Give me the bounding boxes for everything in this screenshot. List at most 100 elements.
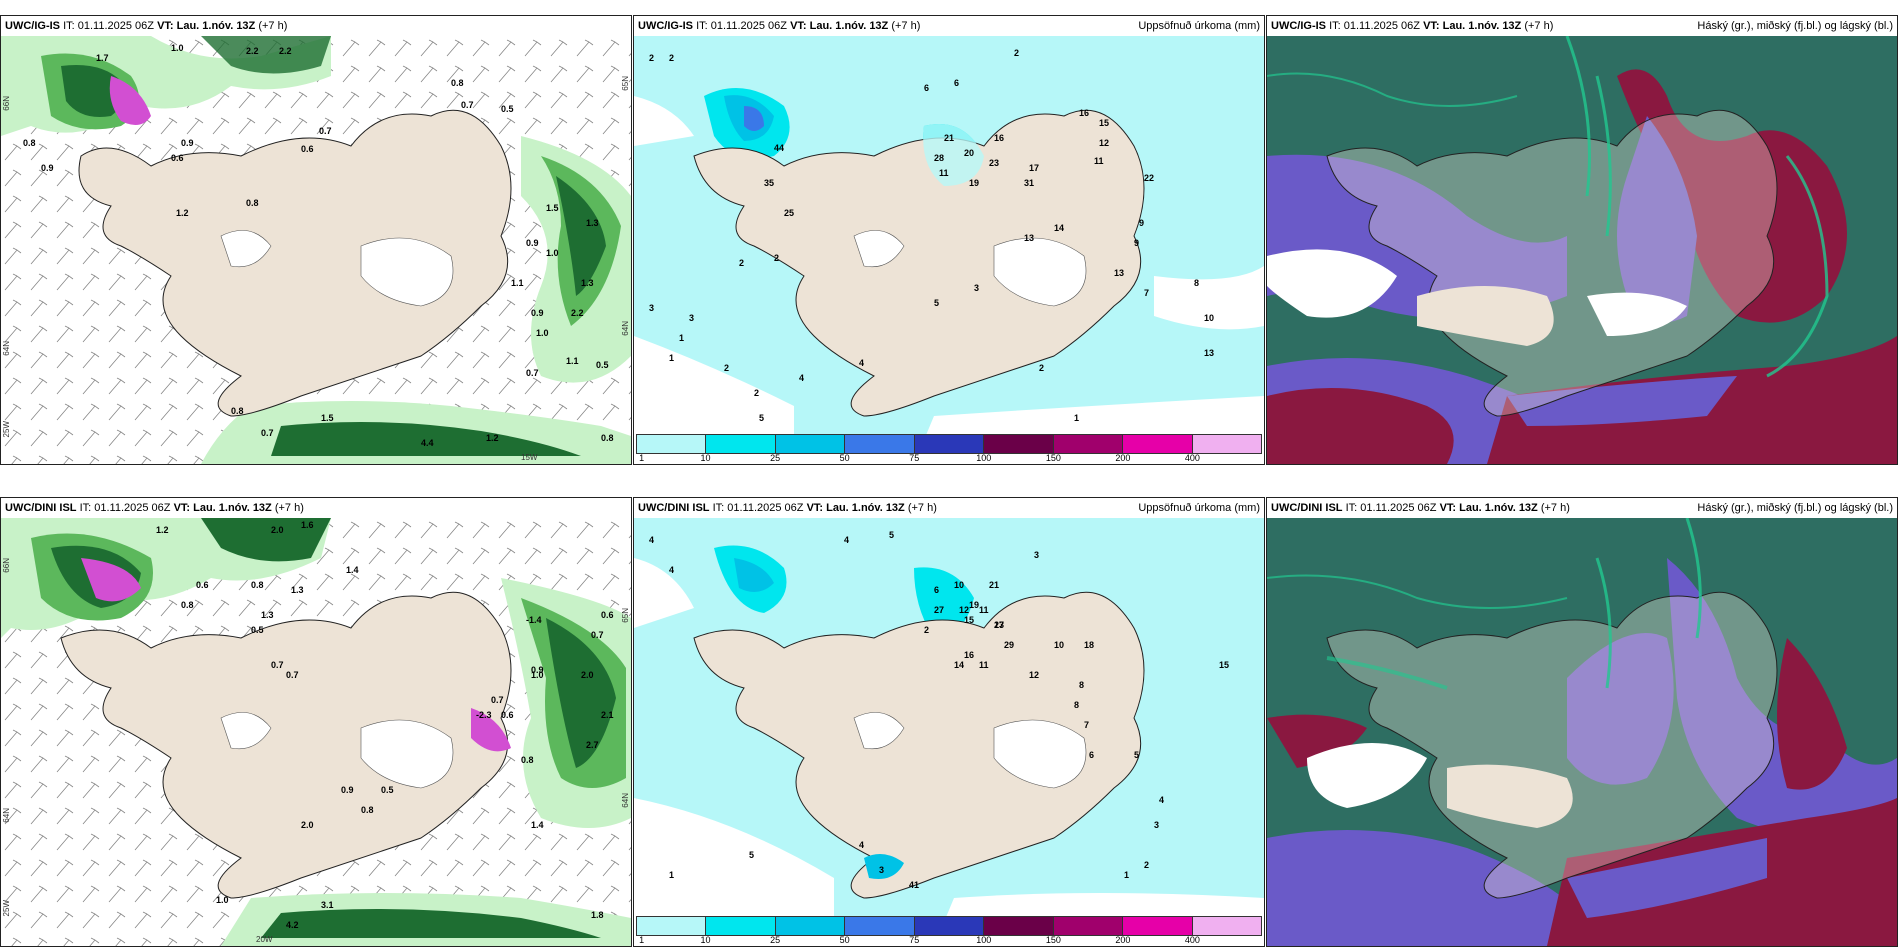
lat-label-64n-right: 64N [621,793,630,808]
lat-label-64n: 64N [2,808,11,823]
map-value-label: 0.6 [601,610,614,620]
model-name: UWC/DINI ISL [5,502,77,514]
iceland-outline [1326,109,1778,417]
map-value-label: 12 [959,605,969,615]
map-value-label: 5 [889,530,894,540]
legend-swatches [636,434,1262,454]
panel-title: UWC/DINI ISL IT: 01.11.2025 06Z VT: Lau.… [1267,498,1897,518]
map-value-label: 0.8 [361,805,374,815]
legend-tick-label: 150 [1045,453,1061,463]
iceland-outline [1326,591,1778,899]
map-value-label: 1.1 [566,356,579,366]
map-value-label: 0.5 [501,104,514,114]
map-value-label: 3 [879,865,884,875]
map-value-label: 2 [924,625,929,635]
it-label: IT: [696,20,708,32]
glacier-vatnajokull [360,237,454,307]
map-value-label: 12 [1099,138,1109,148]
legend-swatch [1192,435,1261,453]
map-value-label: 2.0 [271,525,284,535]
map-value-label: 4.4 [421,438,434,448]
legend-swatch [984,917,1054,935]
map-value-label: 28 [934,153,944,163]
vt-value: Lau. 1.nóv. 13Z [1459,502,1538,514]
legend-ticks: 1 10 25 50 75 100 150 200 400 [636,935,1262,945]
map-value-label: 4 [649,535,654,545]
legend-swatch [706,435,776,453]
map-value-label: 2 [1014,48,1019,58]
lat-label-65n-right: 65N [621,76,630,91]
map-value-label: 13 [1024,233,1034,243]
map-value-label: 0.8 [251,580,264,590]
glacier-langjokull [220,230,272,268]
legend-tick-label: 25 [770,935,781,945]
map-value-label: 0.8 [23,138,36,148]
map-value-label: 25 [784,208,794,218]
map-svg-1: 1.7 2.2 2.2 0.8 0.7 0.5 1.0 0.9 0.8 0.9 1.2 0.8 0.6 0… [1,36,631,464]
map-value-label: 1.0 [531,670,544,680]
legend-swatch [637,917,707,935]
map-value-label: 0.9 [526,238,539,248]
precip-legend: 1 10 25 50 75 100 150 200 400 [634,916,1264,946]
map-value-label: 1.0 [536,328,549,338]
map-value-label: 6 [1089,750,1094,760]
legend-swatch [1053,917,1124,935]
map-value-label: 13 [994,620,1004,630]
map-value-label: 3 [974,283,979,293]
lead-time: (+7 h) [258,20,288,32]
map-value-label: 3 [689,313,694,323]
map-value-label: 1.7 [96,53,109,63]
model-name: UWC/IG-IS [5,20,60,32]
map-value-label: 2.0 [301,820,314,830]
model-name: UWC/DINI ISL [638,502,710,514]
map-value-label: 15 [1099,118,1109,128]
it-value: 01.11.2025 06Z [727,502,804,514]
map-value-label: 0.8 [231,406,244,416]
map-area[interactable]: 2 2 6 6 2 16 15 12 11 44 16 21 28 20 11 23 19 31 17 22 35 25 9… [634,36,1264,464]
legend-tick-label: 150 [1045,935,1061,945]
map-value-label: 0.6 [501,710,514,720]
map-value-label: 7 [1144,288,1149,298]
map-value-label: 5 [934,298,939,308]
map-value-label: 4 [859,840,864,850]
map-value-label: 2.2 [279,46,292,56]
map-value-label: 0.9 [531,665,544,675]
map-area[interactable]: 1.2 2.0 1.6 1.3 0.6 0.8 0.8 0.5 1.3 1.4 0.7 0.7 1.0 2… [1,518,631,946]
it-value: 01.11.2025 06Z [1360,502,1437,514]
legend-tick-label: 75 [909,453,920,463]
legend-swatch [984,435,1054,453]
map-value-label: 44 [774,143,784,153]
model-name: UWC/IG-IS [638,20,693,32]
map-value-label: 9 [1134,238,1139,248]
map-area[interactable]: 4 4 4 5 3 2 6 10 19 21 11 27 12 13 15 18 27 29 16 14 11 12 10 8… [634,518,1264,946]
map-value-label: 21 [989,580,999,590]
map-value-label: 0.8 [451,78,464,88]
map-value-label: 0.5 [251,625,264,635]
map-value-label: 1.6 [301,520,314,530]
map-value-label: 17 [1029,163,1039,173]
map-area[interactable] [1267,518,1897,946]
legend-swatches [636,916,1262,936]
map-value-label: 16 [994,133,1004,143]
panel-wind-precip-igis: UWC/IG-IS IT: 01.11.2025 06Z VT: Lau. 1.… [0,15,632,465]
map-value-label: 0.5 [596,360,609,370]
map-value-label: 2.7 [586,740,599,750]
map-area[interactable] [1267,36,1897,464]
legend-swatch [1053,435,1124,453]
panel-title: UWC/IG-IS IT: 01.11.2025 06Z VT: Lau. 1.… [634,16,1264,36]
it-label: IT: [712,502,725,514]
map-value-label: 10 [1054,640,1064,650]
map-value-label: 12 [1029,670,1039,680]
panel-title: UWC/DINI ISL IT: 01.11.2025 06Z VT: Lau.… [1,498,631,518]
panel-accum-precip-igis: UWC/IG-IS IT: 01.11.2025 06Z VT: Lau. 1.… [633,15,1265,465]
it-label: IT: [1345,502,1358,514]
map-value-label: 1.2 [176,208,189,218]
lat-label-65n-right: 65N [621,608,630,623]
map-value-label: 2 [649,53,654,63]
map-value-label: 19 [969,600,979,610]
legend-ticks: 1 10 25 50 75 100 150 200 400 [636,453,1262,463]
map-value-label: 14 [954,660,964,670]
map-area[interactable]: 1.7 2.2 2.2 0.8 0.7 0.5 1.0 0.9 0.8 0.9 1.2 0.8 0.6 0… [1,36,631,464]
precip-value-labels: 1.2 2.0 1.61.30.60.80.80.51.31.40.70.7 1.0 2… [156,520,614,930]
